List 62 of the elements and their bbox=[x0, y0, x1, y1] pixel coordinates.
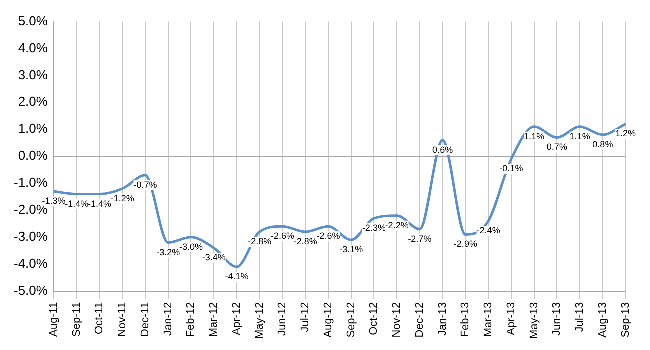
y-tick-label: -4.0% bbox=[14, 256, 48, 271]
data-label: -1.3% bbox=[42, 196, 66, 206]
data-label: -2.6% bbox=[316, 231, 340, 242]
data-label: -2.8% bbox=[248, 236, 272, 247]
y-tick-label: 2.0% bbox=[18, 94, 48, 110]
x-tick-label: Sep-11 bbox=[70, 302, 83, 337]
y-tick-label: 5.0% bbox=[18, 13, 48, 28]
data-label: -2.7% bbox=[408, 234, 432, 244]
data-label: -2.4% bbox=[476, 226, 500, 236]
x-tick-label: Sep-13 bbox=[620, 302, 632, 338]
data-label: 0.6% bbox=[432, 144, 454, 155]
data-label: -3.4% bbox=[202, 252, 226, 263]
x-tick-label: Sep-12 bbox=[345, 302, 358, 338]
y-tick-label: 0.0% bbox=[18, 148, 48, 164]
x-tick-label: Jul-12 bbox=[300, 302, 312, 332]
data-label: -2.6% bbox=[270, 231, 294, 242]
data-label: 0.7% bbox=[546, 142, 568, 152]
data-label: -3.2% bbox=[156, 247, 180, 258]
data-label: -0.7% bbox=[134, 180, 158, 190]
data-label: -2.2% bbox=[385, 220, 409, 230]
x-tick-label: Mar-13 bbox=[482, 302, 495, 338]
data-label: -2.9% bbox=[454, 239, 478, 250]
x-tick-label: Aug-11 bbox=[48, 302, 60, 337]
x-tick-label: Jul-13 bbox=[574, 302, 586, 332]
y-tick-label: 1.0% bbox=[18, 121, 48, 136]
data-label: -2.3% bbox=[362, 223, 386, 234]
x-tick-label: Oct-12 bbox=[368, 302, 380, 336]
data-label: -1.2% bbox=[110, 193, 134, 204]
x-tick-label: Aug-12 bbox=[322, 302, 334, 338]
x-tick-label: Jan-12 bbox=[162, 302, 174, 336]
y-tick-label: -1.0% bbox=[14, 175, 48, 190]
x-tick-label: Nov-11 bbox=[116, 302, 129, 337]
x-tick-label: Oct-11 bbox=[94, 302, 106, 335]
x-tick-label: Jun-12 bbox=[276, 302, 289, 336]
x-tick-label: May-12 bbox=[254, 302, 266, 340]
data-label: -1.4% bbox=[65, 198, 89, 209]
data-label: -3.0% bbox=[179, 242, 203, 252]
x-tick-label: Mar-12 bbox=[208, 302, 220, 338]
data-label: -2.8% bbox=[294, 236, 318, 247]
x-tick-label: Jan-13 bbox=[436, 302, 449, 336]
x-tick-label: Apr-13 bbox=[505, 302, 518, 336]
data-label: 1.1% bbox=[524, 131, 545, 142]
data-label: -0.1% bbox=[500, 164, 524, 174]
y-tick-label: -5.0% bbox=[14, 282, 48, 298]
data-label: 0.8% bbox=[592, 139, 614, 150]
data-label: -1.4% bbox=[88, 198, 112, 209]
x-tick-label: Dec-11 bbox=[139, 302, 152, 337]
x-tick-label: Jun-13 bbox=[551, 302, 564, 336]
y-tick-label: 4.0% bbox=[18, 40, 48, 56]
x-tick-label: May-13 bbox=[528, 302, 540, 340]
data-label: 1.1% bbox=[570, 131, 590, 142]
x-tick-label: Apr-12 bbox=[230, 302, 243, 336]
y-tick-label: 3.0% bbox=[18, 67, 48, 82]
x-tick-label: Feb-13 bbox=[460, 302, 472, 338]
data-label: -4.1% bbox=[225, 272, 249, 282]
data-label: -3.1% bbox=[340, 244, 364, 255]
x-tick-label: Aug-13 bbox=[596, 302, 609, 338]
y-tick-label: -3.0% bbox=[14, 228, 48, 244]
x-tick-label: Feb-12 bbox=[185, 302, 198, 338]
x-tick-label: Dec-12 bbox=[414, 302, 426, 338]
x-tick-label: Nov-12 bbox=[391, 302, 404, 338]
data-label: 1.2% bbox=[616, 128, 636, 139]
